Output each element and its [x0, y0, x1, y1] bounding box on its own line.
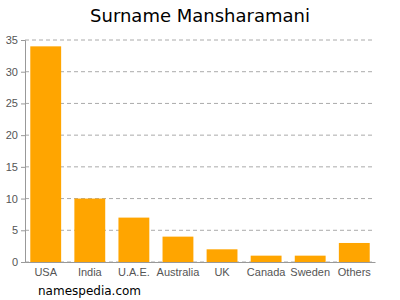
x-tick: USA	[34, 262, 57, 278]
y-tick-mark	[21, 72, 25, 73]
grid	[25, 40, 375, 262]
bar	[74, 199, 105, 262]
x-tick-label: USA	[34, 266, 57, 278]
y-tick-mark	[21, 262, 25, 263]
y-tick-label: 10	[6, 193, 18, 205]
x-axis-line	[26, 262, 376, 263]
bar	[118, 218, 149, 262]
bar	[30, 46, 61, 262]
grid-line	[25, 166, 375, 167]
x-tick: India	[78, 262, 103, 278]
y-tick: 0	[12, 256, 25, 268]
y-tick-mark	[21, 135, 25, 136]
x-tick-label: Others	[338, 266, 372, 278]
x-tick: Australia	[157, 262, 201, 278]
grid-line	[25, 103, 375, 104]
y-tick: 30	[6, 66, 25, 78]
y-tick-mark	[21, 230, 25, 231]
y-tick: 15	[6, 161, 25, 173]
grid-line	[25, 40, 375, 41]
y-tick-label: 35	[6, 34, 18, 46]
grid-line	[25, 135, 375, 136]
y-tick-mark	[21, 199, 25, 200]
x-tick-label: Canada	[247, 266, 286, 278]
y-tick-label: 25	[6, 97, 18, 109]
y-tick-label: 15	[6, 161, 18, 173]
x-tick: Others	[338, 262, 372, 278]
x-tick-label: UK	[214, 266, 230, 278]
bar	[339, 243, 370, 262]
y-tick: 35	[6, 34, 25, 46]
y-tick-mark	[21, 167, 25, 168]
y-tick-label: 5	[12, 224, 18, 236]
y-tick-label: 20	[6, 129, 18, 141]
y-tick-label: 30	[6, 66, 18, 78]
y-tick: 20	[6, 129, 25, 141]
x-tick: Sweden	[290, 262, 330, 278]
grid-line	[25, 71, 375, 72]
y-tick: 5	[12, 224, 25, 236]
x-tick-label: Australia	[157, 266, 201, 278]
x-tick-label: U.A.E.	[118, 266, 150, 278]
bar	[251, 256, 282, 262]
x-tick-label: India	[78, 266, 103, 278]
y-tick-label: 0	[12, 256, 18, 268]
chart: 0 5 10 15 20 25 30 35 USA India U.A.E. Australia UK C…	[0, 0, 400, 300]
y-tick-mark	[21, 103, 25, 104]
y-tick: 10	[6, 193, 25, 205]
source: namespedia.com	[38, 284, 141, 298]
x-tick: Canada	[247, 262, 286, 278]
x-axis: USA India U.A.E. Australia UK Canada Sweden Oth…	[26, 262, 376, 278]
y-axis-line	[21, 41, 26, 263]
x-tick: UK	[214, 262, 230, 278]
y-tick-mark	[21, 40, 25, 41]
x-tick-label: Sweden	[290, 266, 330, 278]
bar	[163, 237, 194, 262]
title: Surname Mansharamani	[90, 5, 310, 26]
y-axis: 0 5 10 15 20 25 30 35	[6, 34, 26, 268]
x-tick: U.A.E.	[118, 262, 150, 278]
bar	[207, 249, 238, 262]
bar	[295, 256, 326, 262]
plot: 0 5 10 15 20 25 30 35 USA India U.A.E. Australia UK C…	[6, 34, 376, 278]
bars	[30, 46, 369, 262]
y-tick: 25	[6, 97, 25, 109]
